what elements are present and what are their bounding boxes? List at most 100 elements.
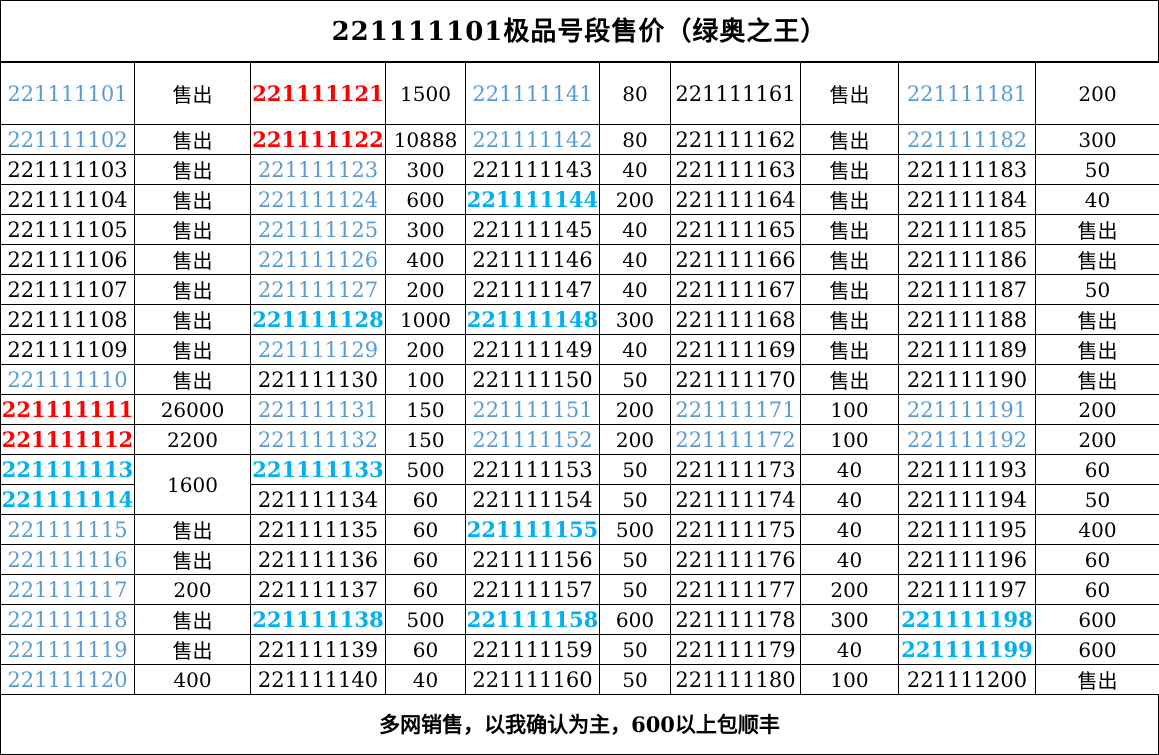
price-cell: 60: [1036, 545, 1159, 575]
number-cell: 221111124: [251, 185, 386, 215]
number-cell: 221111133: [251, 455, 386, 485]
price-cell: 200: [600, 185, 671, 215]
price-cell: 400: [135, 665, 251, 695]
price-cell: 2200: [135, 425, 251, 455]
number-cell: 221111142: [466, 125, 600, 155]
number-cell: 221111187: [899, 275, 1036, 305]
number-cell: 221111152: [466, 425, 600, 455]
price-cell: 40: [801, 545, 899, 575]
number-cell: 221111137: [251, 575, 386, 605]
price-cell: 40: [801, 485, 899, 515]
number-cell: 221111115: [1, 515, 135, 545]
number-cell: 221111157: [466, 575, 600, 605]
price-cell: 100: [801, 665, 899, 695]
number-cell: 221111149: [466, 335, 600, 365]
price-cell: 200: [1036, 63, 1159, 125]
price-cell: 售出: [135, 305, 251, 335]
number-cell: 221111106: [1, 245, 135, 275]
price-cell: 售出: [1036, 665, 1159, 695]
price-cell: 50: [1036, 155, 1159, 185]
price-cell: 售出: [1036, 215, 1159, 245]
number-cell: 221111116: [1, 545, 135, 575]
price-cell: 1000: [386, 305, 466, 335]
price-cell: 售出: [135, 245, 251, 275]
number-cell: 221111186: [899, 245, 1036, 275]
price-cell: 60: [386, 545, 466, 575]
price-cell: 300: [386, 155, 466, 185]
number-cell: 221111193: [899, 455, 1036, 485]
price-cell: 售出: [801, 125, 899, 155]
number-cell: 221111181: [899, 63, 1036, 125]
price-cell: 1600: [135, 455, 251, 515]
price-cell: 300: [801, 605, 899, 635]
price-cell: 600: [1036, 605, 1159, 635]
number-cell: 221111167: [671, 275, 801, 305]
number-cell: 221111153: [466, 455, 600, 485]
number-cell: 221111103: [1, 155, 135, 185]
number-cell: 221111147: [466, 275, 600, 305]
number-cell: 221111159: [466, 635, 600, 665]
number-cell: 221111128: [251, 305, 386, 335]
price-cell: 10888: [386, 125, 466, 155]
number-cell: 221111198: [899, 605, 1036, 635]
number-cell: 221111113: [1, 455, 135, 485]
price-cell: 50: [600, 365, 671, 395]
number-cell: 221111173: [671, 455, 801, 485]
number-cell: 221111194: [899, 485, 1036, 515]
price-cell: 40: [600, 245, 671, 275]
price-cell: 50: [600, 485, 671, 515]
number-cell: 221111156: [466, 545, 600, 575]
price-cell: 300: [1036, 125, 1159, 155]
price-cell: 售出: [135, 635, 251, 665]
number-cell: 221111148: [466, 305, 600, 335]
price-cell: 200: [386, 275, 466, 305]
price-cell: 400: [386, 245, 466, 275]
number-cell: 221111172: [671, 425, 801, 455]
number-cell: 221111111: [1, 395, 135, 425]
number-cell: 221111179: [671, 635, 801, 665]
price-cell: 40: [1036, 185, 1159, 215]
number-cell: 221111162: [671, 125, 801, 155]
price-cell: 40: [600, 155, 671, 185]
number-cell: 221111174: [671, 485, 801, 515]
number-cell: 221111139: [251, 635, 386, 665]
number-cell: 221111122: [251, 125, 386, 155]
number-cell: 221111130: [251, 365, 386, 395]
number-cell: 221111165: [671, 215, 801, 245]
price-cell: 售出: [1036, 305, 1159, 335]
number-cell: 221111121: [251, 63, 386, 125]
number-cell: 221111105: [1, 215, 135, 245]
number-cell: 221111118: [1, 605, 135, 635]
price-cell: 40: [600, 215, 671, 245]
price-cell: 售出: [1036, 245, 1159, 275]
price-cell: 售出: [135, 63, 251, 125]
price-cell: 50: [600, 455, 671, 485]
number-cell: 221111117: [1, 575, 135, 605]
price-cell: 售出: [135, 185, 251, 215]
number-cell: 221111191: [899, 395, 1036, 425]
number-cell: 221111168: [671, 305, 801, 335]
number-cell: 221111163: [671, 155, 801, 185]
number-cell: 221111107: [1, 275, 135, 305]
number-cell: 221111144: [466, 185, 600, 215]
price-cell: 40: [600, 335, 671, 365]
price-cell: 50: [600, 635, 671, 665]
number-cell: 221111195: [899, 515, 1036, 545]
number-cell: 221111112: [1, 425, 135, 455]
price-cell: 200: [135, 575, 251, 605]
number-cell: 221111127: [251, 275, 386, 305]
price-cell: 40: [386, 665, 466, 695]
price-cell: 150: [386, 395, 466, 425]
